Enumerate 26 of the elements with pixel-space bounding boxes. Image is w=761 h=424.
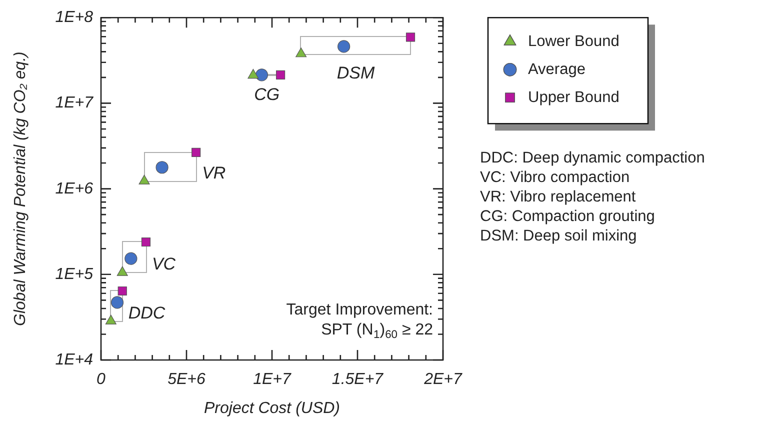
legend-label: Average	[528, 60, 586, 78]
text: DDC: Deep dynamic compaction	[480, 149, 705, 166]
x-tick-label: 1.5E+7	[332, 371, 384, 388]
x-tick-label: 5E+6	[168, 371, 206, 388]
legend-label: Lower Bound	[528, 32, 620, 50]
annotation: DSM	[336, 64, 376, 83]
y-tick-label: 1E+5	[55, 266, 94, 283]
y-tick-label: 1E+7	[55, 94, 94, 112]
text: DSM: Deep soil mixing	[480, 227, 637, 244]
legend-label: Upper Bound	[528, 88, 620, 106]
y-axis-title: Global Warming Potential (kg CO₂ eq.)	[12, 52, 30, 326]
text: VR: Vibro replacement	[480, 188, 636, 206]
y-tick-label: 1E+8	[55, 9, 94, 26]
x-tick-label: 2E+7	[423, 371, 464, 388]
annotation: VR	[202, 164, 226, 183]
annotation: DDC	[128, 303, 166, 322]
text: CG: Compaction grouting	[480, 208, 655, 225]
annotation: VC	[152, 254, 176, 274]
text: VC: Vibro compaction	[480, 168, 630, 186]
x-tick-label: 0	[96, 371, 106, 388]
x-axis-title: Project Cost (USD)	[204, 400, 340, 417]
annotation: Target Improvement:	[286, 301, 434, 318]
y-tick-label: 1E+4	[55, 351, 94, 368]
annotation: CG	[254, 85, 280, 104]
y-tick-label: 1E+6	[55, 180, 94, 198]
x-tick-label: 1E+7	[253, 371, 292, 388]
